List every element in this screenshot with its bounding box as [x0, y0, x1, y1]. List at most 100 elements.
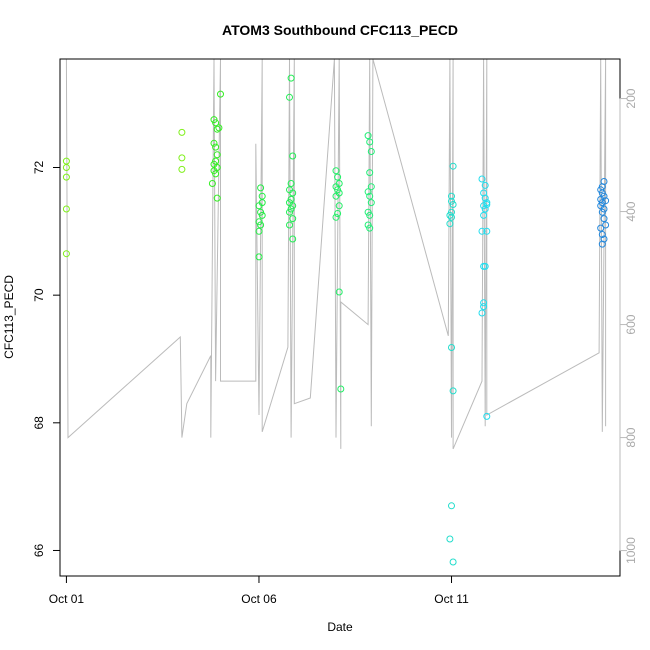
data-point: [178, 154, 186, 162]
data-point: [337, 385, 345, 393]
data-point: [212, 170, 220, 178]
data-point: [364, 132, 372, 140]
data-point: [287, 74, 295, 82]
data-point: [448, 192, 455, 200]
y-axis-label: CFC113_PECD: [2, 275, 16, 359]
data-point: [602, 197, 610, 205]
data-point: [598, 231, 606, 238]
secondary-y-axis: 200 400 600 800 1000: [619, 88, 638, 564]
y-tick-label: 72: [32, 161, 46, 175]
data-point: [62, 164, 70, 171]
secondary-tick-label: 1000: [624, 537, 638, 564]
data-point: [289, 152, 297, 160]
data-point: [367, 199, 375, 207]
data-point: [289, 215, 297, 223]
data-point: [178, 165, 186, 173]
x-tick-label: Oct 01: [49, 592, 85, 606]
y-axis: 66 68 70 72: [32, 161, 61, 557]
data-point: [364, 188, 372, 196]
data-point: [449, 201, 457, 208]
x-tick-label: Oct 11: [434, 592, 469, 606]
data-point: [366, 224, 374, 232]
data-point: [255, 253, 263, 261]
data-point: [483, 201, 491, 208]
data-point: [367, 148, 375, 155]
data-point: [478, 227, 486, 235]
data-point: [481, 181, 489, 189]
data-point: [332, 167, 340, 175]
data-point: [448, 213, 455, 221]
data-point: [366, 169, 374, 177]
data-point: [449, 387, 457, 395]
secondary-tick-label: 800: [624, 427, 638, 447]
x-tick-label: Oct 06: [241, 592, 277, 606]
data-point: [480, 303, 488, 311]
data-point: [332, 192, 340, 200]
data-point: [62, 250, 70, 258]
data-point: [446, 211, 454, 219]
data-point: [334, 173, 342, 181]
data-point: [212, 157, 220, 165]
data-point: [212, 143, 220, 151]
data-point: [602, 221, 610, 229]
y-tick-label: 68: [32, 416, 46, 430]
data-point: [366, 138, 374, 146]
data-point: [597, 202, 605, 210]
secondary-tick-label: 600: [624, 314, 638, 334]
data-point: [286, 93, 293, 101]
data-point: [257, 221, 265, 229]
data-point: [483, 412, 491, 420]
data-point: [448, 502, 455, 510]
data-point: [286, 221, 293, 229]
altitude-track-line: [65, 58, 607, 450]
data-point: [478, 175, 486, 183]
data-point: [366, 211, 374, 219]
data-point: [255, 227, 263, 235]
data-point: [481, 205, 489, 213]
data-point: [178, 128, 186, 136]
secondary-tick-label: 400: [624, 201, 638, 221]
data-point: [446, 535, 454, 543]
altitude-track-layer: [65, 58, 607, 450]
data-point: [335, 288, 343, 296]
data-point: [446, 220, 454, 228]
data-point: [257, 184, 265, 192]
data-point: [481, 262, 489, 270]
data-point: [215, 124, 223, 132]
data-point: [598, 240, 606, 248]
data-point: [217, 90, 224, 98]
data-point: [258, 211, 266, 219]
data-points-layer: [62, 74, 610, 566]
data-point: [449, 558, 457, 566]
data-point: [483, 227, 491, 235]
x-axis: Oct 01 Oct 06 Oct 11: [49, 575, 469, 606]
data-point: [481, 194, 489, 202]
data-point: [598, 208, 606, 216]
data-point: [208, 180, 216, 187]
chart-title: ATOM3 Southbound CFC113_PECD: [222, 22, 458, 38]
data-point: [597, 224, 605, 232]
data-point: [213, 151, 221, 159]
data-point: [600, 215, 608, 223]
data-point: [449, 162, 457, 170]
data-point: [289, 189, 297, 197]
data-point: [334, 210, 342, 217]
data-point: [448, 344, 455, 351]
x-axis-label: Date: [327, 620, 353, 634]
data-point: [332, 213, 340, 221]
data-point: [62, 173, 70, 181]
data-point: [367, 183, 375, 191]
data-point: [212, 119, 220, 127]
data-point: [210, 139, 218, 147]
data-point: [213, 125, 221, 133]
data-point: [478, 309, 486, 317]
data-point: [480, 211, 488, 219]
secondary-tick-label: 200: [624, 88, 638, 108]
data-point: [286, 208, 293, 216]
y-tick-label: 66: [32, 543, 46, 557]
data-point: [287, 180, 295, 187]
data-point: [335, 202, 343, 210]
y-tick-label: 70: [32, 288, 46, 302]
data-point: [366, 192, 374, 200]
